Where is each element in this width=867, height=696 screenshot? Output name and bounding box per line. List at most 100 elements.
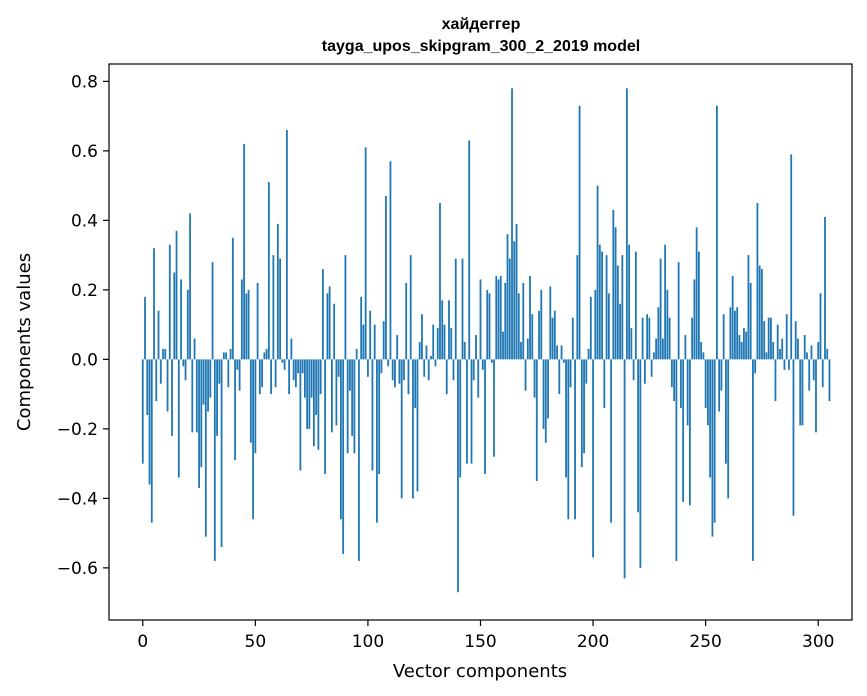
bar [331,359,333,433]
x-tick-label: 200 [577,632,609,652]
bar [824,216,826,360]
y-tick-label: −0.4 [57,489,98,509]
bar [812,359,815,381]
bar [436,328,439,360]
bar [276,223,279,360]
bar [704,359,707,409]
bar [412,359,414,499]
bar [285,130,288,360]
bar [349,359,351,391]
y-tick-label: −0.6 [57,559,98,579]
bar [315,359,318,415]
bar [749,282,752,360]
bar [670,359,673,388]
x-axis-label: Vector components [393,661,567,682]
bar [752,359,754,561]
bar [526,338,529,360]
bar [479,279,482,360]
bar [761,269,763,360]
bar [385,196,387,360]
bar [517,293,520,360]
bar [779,348,781,360]
bar [679,359,682,409]
bar [279,258,282,360]
bar [182,359,185,367]
bar [531,314,534,360]
bar [303,359,306,398]
bar [605,255,608,360]
bar [783,359,786,370]
bar [484,359,486,475]
x-tick-label: 0 [137,632,148,652]
bar [578,105,581,360]
bar [558,359,561,395]
bar [254,359,257,454]
bar [774,359,777,402]
bar [743,328,745,360]
bar [328,286,331,360]
bar [499,275,502,360]
bar [371,359,374,471]
bar [171,359,173,436]
bar [603,359,606,409]
bar [596,185,599,360]
bar [691,317,694,360]
bar [718,359,721,412]
bar [522,282,525,360]
bar [461,258,464,360]
bar [432,324,435,360]
x-tick-label: 250 [689,632,721,652]
bar [601,251,603,360]
bar [263,352,266,360]
bar [288,359,291,395]
bar [382,321,385,360]
bar [565,359,567,478]
bar [553,310,556,360]
bar [803,335,806,360]
bar [159,359,162,384]
bar [562,359,565,363]
bar [772,342,775,360]
bar [168,244,171,360]
bar [551,317,554,360]
bar [630,328,633,360]
bar [231,237,234,360]
bar [524,359,527,391]
bar [391,359,394,381]
bar [621,255,624,360]
chart-subtitle: tayga_upos_skipgram_300_2_2019 model [322,38,640,55]
bar [616,265,619,360]
bar [258,359,261,395]
bar [659,258,662,360]
bar [308,359,311,429]
bar [592,359,594,558]
bar [166,359,169,412]
bar [513,241,516,360]
bar [337,359,340,377]
bar [193,338,196,360]
bar [700,342,703,360]
bar [227,359,230,388]
bar [448,300,450,360]
bar [520,342,522,360]
bar [637,359,640,513]
bar [256,282,259,360]
y-tick-label: 0.8 [71,72,98,92]
chart-title: хайдеггер [442,16,521,33]
bar [398,359,401,384]
bar [745,331,748,360]
bar [443,324,446,360]
bar [736,307,739,360]
bar [247,289,250,360]
bar [481,359,484,370]
bar [292,359,295,381]
bar [191,359,194,433]
bar [418,342,421,360]
bar [587,348,590,360]
bar [797,338,799,360]
bar [738,335,741,360]
bar [213,359,216,561]
bar [240,279,243,360]
bar [657,307,660,360]
bar [141,359,144,464]
